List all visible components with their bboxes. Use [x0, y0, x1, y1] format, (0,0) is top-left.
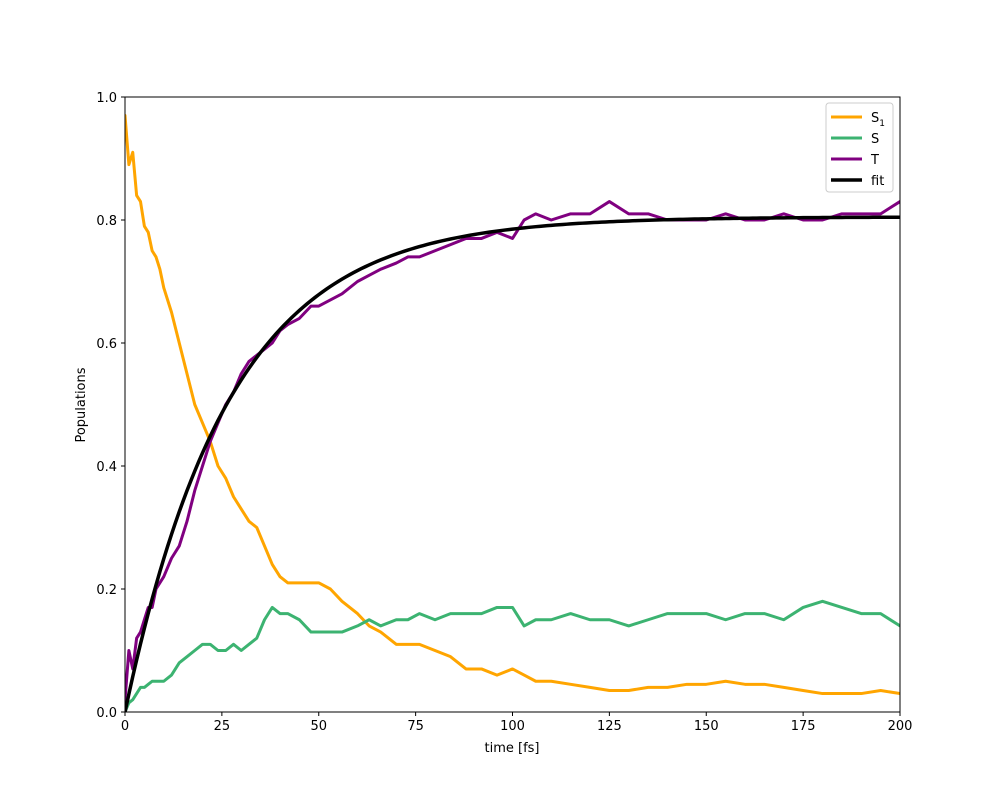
x-tick-label: 175	[791, 719, 816, 734]
x-axis-label: time [fs]	[485, 741, 540, 756]
y-tick-label: 1.0	[96, 91, 117, 106]
x-tick-label: 200	[888, 719, 913, 734]
x-tick-label: 50	[310, 719, 327, 734]
series-line-s	[125, 599, 900, 712]
y-tick-label: 0.6	[96, 337, 117, 352]
x-tick-label: 0	[121, 719, 129, 734]
legend-label: T	[870, 153, 879, 168]
legend-label-subscript: 1	[879, 119, 885, 129]
y-tick-label: 0.8	[96, 214, 117, 229]
series-line-fit	[125, 215, 900, 712]
legend-label: S1	[871, 111, 885, 129]
series-line-s1	[125, 113, 900, 696]
x-tick-label: 125	[597, 719, 622, 734]
y-tick-label: 0.0	[96, 706, 117, 721]
legend-label-base: S	[871, 111, 879, 126]
y-tick-label: 0.2	[96, 583, 117, 598]
x-tick-label: 75	[407, 719, 424, 734]
x-axis: 0 25 50 75 100 125 150 175 200	[121, 712, 913, 734]
x-tick-label: 25	[214, 719, 231, 734]
x-tick-label: 150	[694, 719, 719, 734]
y-axis-label: Populations	[74, 367, 89, 442]
legend-box	[825, 102, 894, 193]
y-axis: 0.0 0.2 0.4 0.6 0.8 1.0	[96, 91, 125, 721]
series-layer	[125, 113, 900, 712]
legend-label: fit	[871, 174, 884, 189]
y-tick-label: 0.4	[96, 460, 117, 475]
legend-label: S	[871, 132, 879, 147]
x-tick-label: 100	[500, 719, 525, 734]
